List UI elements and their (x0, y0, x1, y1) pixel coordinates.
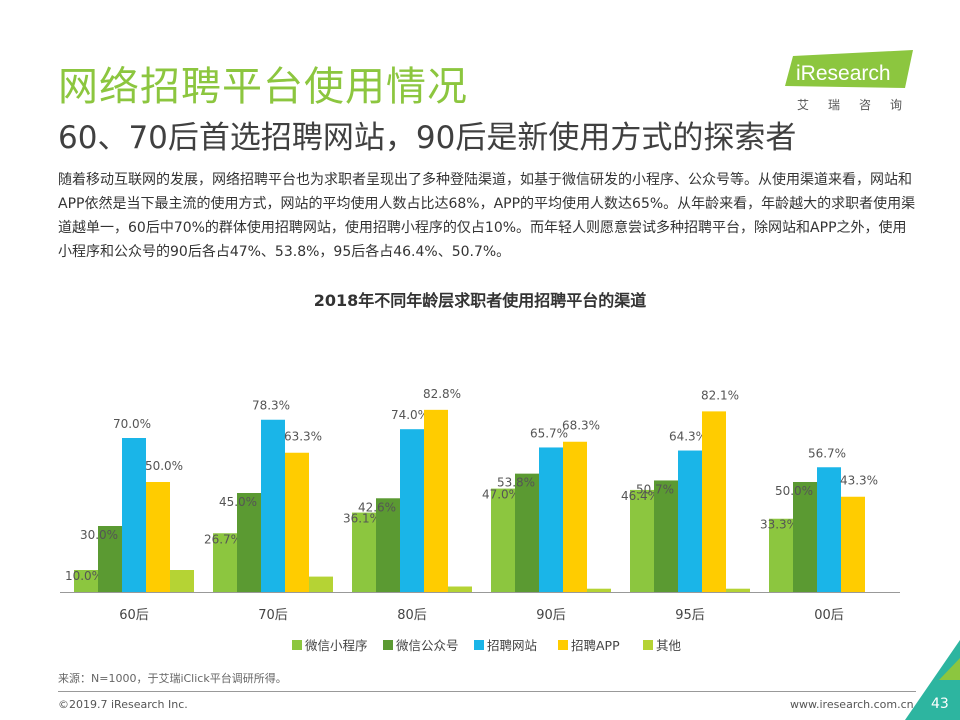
data-label-1-4: 50.7% (636, 482, 674, 496)
legend-label-2: 招聘网站 (487, 638, 537, 653)
category-label-3: 90后 (536, 608, 566, 623)
data-label-2-5: 56.7% (808, 446, 846, 460)
bar-0-2 (352, 512, 376, 592)
data-label-3-4: 82.1% (701, 388, 739, 402)
bar-0-3 (491, 488, 515, 592)
data-label-1-1: 45.0% (219, 495, 257, 509)
body-paragraph: 随着移动互联网的发展，网络招聘平台也为求职者呈现出了多种登陆渠道，如基于微信研发… (58, 172, 916, 260)
legend-swatch-4 (643, 640, 653, 650)
bar-1-1 (237, 493, 261, 592)
legend-swatch-0 (292, 640, 302, 650)
data-label-3-3: 68.3% (562, 419, 600, 433)
data-label-2-3: 65.7% (530, 426, 568, 440)
copyright-text: ©2019.7 iResearch Inc. (58, 698, 188, 711)
bar-4-4 (726, 588, 750, 592)
page-subtitle: 60、70后首选招聘网站，90后是新使用方式的探索者 (58, 120, 797, 156)
iresearch-logo: iResearch 艾瑞咨询 (785, 50, 922, 112)
category-label-2: 80后 (397, 608, 427, 623)
bar-1-3 (515, 473, 539, 592)
data-label-3-5: 43.3% (840, 474, 878, 488)
legend-label-4: 其他 (656, 638, 682, 653)
legend-label-1: 微信公众号 (396, 638, 459, 653)
category-label-1: 70后 (258, 608, 288, 623)
legend-swatch-2 (474, 640, 484, 650)
bar-1-5 (793, 482, 817, 592)
data-label-0-2: 36.1% (343, 512, 381, 526)
data-label-2-1: 78.3% (252, 399, 290, 413)
data-label-2-2: 74.0% (391, 408, 429, 422)
bar-3-2 (424, 409, 448, 592)
logo-shape (785, 50, 913, 88)
data-label-0-5: 33.3% (760, 518, 798, 532)
page-title: 网络招聘平台使用情况 (58, 64, 468, 110)
bar-1-0 (98, 526, 122, 592)
data-label-2-0: 70.0% (113, 417, 151, 431)
bar-2-1 (261, 419, 285, 592)
bar-3-4 (702, 411, 726, 592)
bar-2-3 (539, 447, 563, 592)
data-label-0-3: 47.0% (482, 488, 520, 502)
bar-0-1 (213, 533, 237, 592)
source-note: 来源：N=1000，于艾瑞iClick平台调研所得。 (58, 672, 287, 685)
bar-4-2 (448, 586, 472, 592)
bar-4-3 (587, 588, 611, 592)
data-label-2-4: 64.3% (669, 430, 707, 444)
data-label-3-0: 50.0% (145, 459, 183, 473)
bar-4-0 (170, 570, 194, 592)
bar-3-3 (563, 441, 587, 592)
bar-2-2 (400, 429, 424, 592)
chart-title: 2018年不同年龄层求职者使用招聘平台的渠道 (313, 291, 647, 310)
bar-0-0 (74, 570, 98, 592)
logo-subtext: 艾瑞咨询 (797, 98, 922, 112)
footer-divider (58, 691, 916, 692)
data-label-3-1: 63.3% (284, 430, 322, 444)
data-label-0-1: 26.7% (204, 532, 242, 546)
bar-3-5 (841, 496, 865, 592)
bar-2-5 (817, 467, 841, 592)
data-label-1-0: 30.0% (80, 528, 118, 542)
category-label-4: 95后 (675, 608, 705, 623)
bar-3-0 (146, 482, 170, 592)
legend-label-0: 微信小程序 (305, 638, 368, 653)
bar-2-4 (678, 450, 702, 592)
legend-swatch-1 (383, 640, 393, 650)
data-label-1-2: 42.6% (358, 500, 396, 514)
category-label-0: 60后 (119, 608, 149, 623)
legend-label-3: 招聘APP (571, 638, 620, 653)
website-text: www.iresearch.com.cn (790, 698, 914, 711)
logo-text: iResearch (796, 62, 891, 85)
legend-swatch-3 (558, 640, 568, 650)
data-label-0-4: 46.4% (621, 489, 659, 503)
bar-1-2 (376, 498, 400, 592)
bar-3-1 (285, 452, 309, 592)
bar-0-4 (630, 489, 654, 592)
bar-0-5 (769, 518, 793, 592)
data-label-0-0: 10.0% (65, 569, 103, 583)
data-label-3-2: 82.8% (423, 387, 461, 401)
bar-4-1 (309, 576, 333, 592)
page-number: 43 (931, 696, 949, 712)
data-label-1-3: 53.8% (497, 476, 535, 490)
bar-2-0 (122, 438, 146, 592)
data-label-1-5: 50.0% (775, 484, 813, 498)
category-label-5: 00后 (814, 608, 844, 623)
corner-decoration (905, 640, 960, 720)
bar-1-4 (654, 480, 678, 592)
